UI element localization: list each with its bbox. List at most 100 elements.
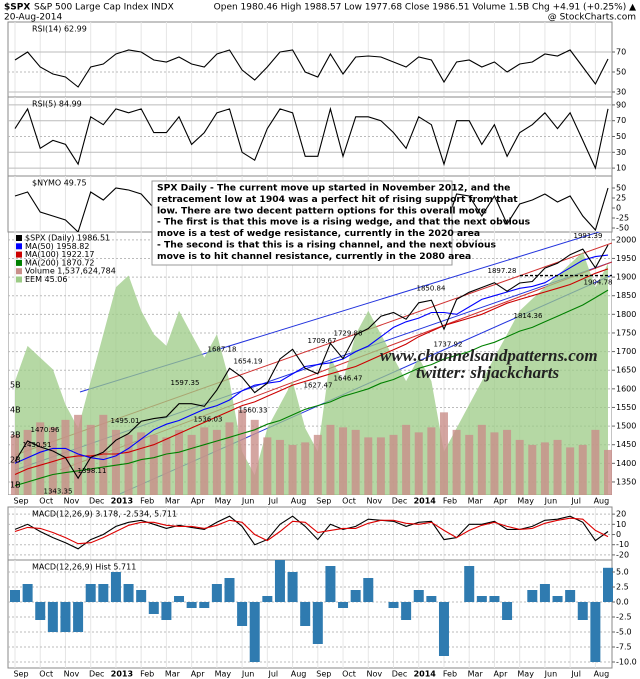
panel-title: $NYMO 49.75 xyxy=(32,179,87,188)
volume-bar xyxy=(225,422,234,495)
volume-bar xyxy=(124,434,133,495)
volume-bar xyxy=(364,437,373,495)
y-tick-label: -10 xyxy=(616,540,629,549)
volume-bar xyxy=(604,449,612,495)
volume-bar xyxy=(452,429,461,495)
legend-swatch xyxy=(16,268,22,275)
panel-title: MACD(12,26,9) 3.178, -2.534, 5.711 xyxy=(32,510,177,519)
x-tick-label: May xyxy=(517,670,534,679)
hist-bar xyxy=(186,602,197,608)
x-tick-label: Mar xyxy=(468,670,484,679)
x-tick-label: Sep xyxy=(316,670,331,679)
panel-title: RSI(5) 84.99 xyxy=(32,100,82,109)
y-tick-label: 30 xyxy=(616,148,626,157)
legend-swatch xyxy=(16,251,22,258)
volume-bar xyxy=(111,429,120,495)
series-line xyxy=(14,106,609,170)
volume-bar xyxy=(74,414,83,495)
x-tick-label: Mar xyxy=(165,670,181,679)
y2-tick-label: 3B xyxy=(10,430,21,439)
price-label: 1897.28 xyxy=(488,267,517,275)
price-label: 1850.84 xyxy=(417,284,446,292)
x-tick-label: Sep xyxy=(316,497,331,506)
x-tick-label: 2013 xyxy=(111,670,133,679)
price-label: 1470.96 xyxy=(31,426,60,434)
volume-bar xyxy=(376,437,385,495)
x-tick-label: Jun xyxy=(241,670,255,679)
hist-bar xyxy=(98,584,109,602)
x-tick-label: Sep xyxy=(13,670,28,679)
volume-bar xyxy=(528,444,537,495)
volume-bar xyxy=(175,429,184,495)
y2-tick-label: 1B xyxy=(10,480,21,489)
x-tick-label: Aug xyxy=(291,497,307,506)
volume-bar xyxy=(137,432,146,495)
volume-bar xyxy=(326,424,335,495)
hist-bar xyxy=(438,602,449,656)
hist-bar xyxy=(161,602,172,620)
volume-bar xyxy=(439,412,448,495)
x-tick-label: Nov xyxy=(64,670,80,679)
hist-bar xyxy=(338,602,349,608)
volume-bar xyxy=(288,444,297,495)
price-label: 1627.47 xyxy=(304,382,333,390)
price-label: 1737.92 xyxy=(434,340,463,348)
y-tick-label: 10 xyxy=(616,164,626,173)
volume-bar xyxy=(553,439,562,495)
x-tick-label: Aug xyxy=(291,670,307,679)
volume-bar xyxy=(149,434,158,495)
x-tick-label: Feb xyxy=(443,670,457,679)
price-label: 1343.35 xyxy=(44,487,73,495)
y2-tick-label: 2B xyxy=(10,455,21,464)
panel-title: RSI(14) 62.99 xyxy=(32,25,87,34)
y-tick-label: -5.0 xyxy=(616,628,632,637)
price-label: 1904.78 xyxy=(584,278,613,286)
volume-bar xyxy=(200,427,209,495)
hist-bar xyxy=(274,560,285,602)
x-tick-label: Nov xyxy=(366,670,382,679)
hist-bar xyxy=(527,590,538,602)
x-tick-label: Jul xyxy=(570,670,581,679)
x-tick-label: Dec xyxy=(89,670,104,679)
x-tick-label: 2014 xyxy=(414,497,437,506)
panel xyxy=(7,559,613,669)
y-tick-label: -25 xyxy=(616,214,629,223)
legend-entry: Volume 1,537,624,784 xyxy=(25,267,116,276)
price-label: 1814.36 xyxy=(514,312,543,320)
legend-entry: MA(50) 1958.82 xyxy=(25,242,89,251)
price-label: 1991.39 xyxy=(574,232,603,240)
y-tick-label: 0 xyxy=(616,204,621,213)
note-box xyxy=(151,180,453,266)
hist-bar xyxy=(603,567,613,602)
legend-entry: EEM 45.06 xyxy=(25,275,67,284)
series-line xyxy=(14,515,609,550)
panel-frame xyxy=(7,21,613,98)
note-line: retracement low at 1904 was a perfect hi… xyxy=(157,194,518,205)
series-line xyxy=(14,289,609,487)
note-line: move is a test of wedge resistance, curr… xyxy=(157,228,480,239)
y-tick-label: 30 xyxy=(616,88,626,97)
volume-bar xyxy=(465,434,474,495)
hist-bar xyxy=(110,572,121,602)
volume-bar xyxy=(566,447,575,495)
y-tick-label: 1700 xyxy=(616,347,636,356)
x-tick-label: Sep xyxy=(13,497,28,506)
x-tick-label: May xyxy=(517,497,534,506)
y-tick-label: -2.5 xyxy=(616,613,632,622)
volume-bar xyxy=(427,427,436,495)
x-tick-label: Apr xyxy=(191,497,206,506)
panel xyxy=(8,232,612,495)
hist-bar xyxy=(464,566,475,602)
x-tick-label: Jul xyxy=(268,670,279,679)
hist-bar xyxy=(237,602,248,626)
y-tick-label: 1950 xyxy=(616,254,636,263)
index-name: S&P 500 Large Cap Index INDX xyxy=(34,3,174,13)
y-tick-label: 1800 xyxy=(616,310,636,319)
x-tick-label: Mar xyxy=(165,497,181,506)
panel-frame xyxy=(7,506,613,561)
y-tick-label: 1600 xyxy=(616,384,636,393)
hist-bar xyxy=(539,584,550,602)
hist-bar xyxy=(565,590,576,602)
hist-bar xyxy=(262,596,273,602)
